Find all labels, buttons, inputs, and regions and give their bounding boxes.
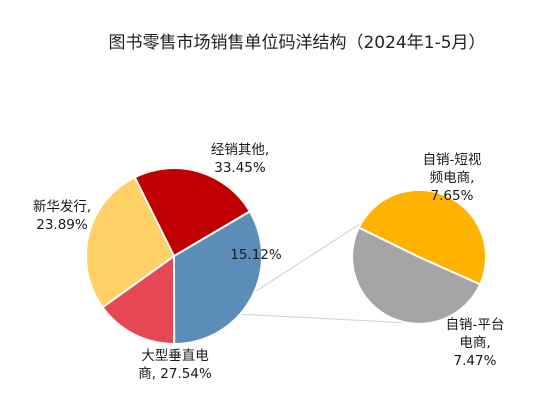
data-label-新华发行-line-1: 新华发行, bbox=[33, 199, 91, 215]
chart-title: 图书零售市场销售单位码洋结构（2024年1-5月） bbox=[108, 33, 485, 53]
data-label-自销-短视频电商-line-1: 自销-短视 bbox=[423, 152, 482, 168]
data-label-自销-短视频电商-line-3: 7.65% bbox=[431, 188, 474, 204]
pie-slice-自销-平台电商 bbox=[357, 188, 488, 286]
data-label-自销-平台电商-line-3: 7.47% bbox=[454, 353, 497, 369]
pie-slice-大型垂直电商 bbox=[85, 175, 176, 309]
pie-slice-自销-短视频电商 bbox=[351, 226, 482, 325]
data-label-自销-平台电商-line-2: 电商, bbox=[459, 335, 490, 351]
data-label-大型垂直电商-line-1: 大型垂直电 bbox=[141, 348, 209, 364]
pie-slice-经销其他 bbox=[172, 209, 263, 346]
data-label-自销-短视频电商: 自销-短视频电商, 7.65% bbox=[423, 152, 482, 204]
data-label-新华发行-line-2: 23.89% bbox=[36, 217, 88, 233]
pie-slice-新华发行 bbox=[133, 167, 252, 258]
data-label-大型垂直电商-line-2: 商, 27.54% bbox=[138, 366, 212, 382]
pie-slice-primary-1 bbox=[101, 254, 176, 346]
data-label-自销-平台电商-line-1: 自销-平台 bbox=[446, 317, 505, 333]
data-label-primary-1: 15.12% bbox=[230, 247, 282, 263]
data-label-经销其他-line-1: 经销其他, bbox=[211, 142, 269, 158]
data-label-primary-1-line-1: 15.12% bbox=[230, 247, 282, 263]
data-label-经销其他: 经销其他, 33.45% bbox=[211, 142, 269, 176]
data-label-新华发行: 新华发行, 23.89% bbox=[33, 199, 91, 233]
data-label-经销其他-line-2: 33.45% bbox=[214, 160, 266, 176]
data-label-自销-短视频电商-line-2: 频电商, bbox=[430, 170, 475, 186]
data-label-自销-平台电商: 自销-平台电商, 7.47% bbox=[446, 317, 505, 369]
data-label-大型垂直电商: 大型垂直电商, 27.54% bbox=[138, 348, 212, 382]
